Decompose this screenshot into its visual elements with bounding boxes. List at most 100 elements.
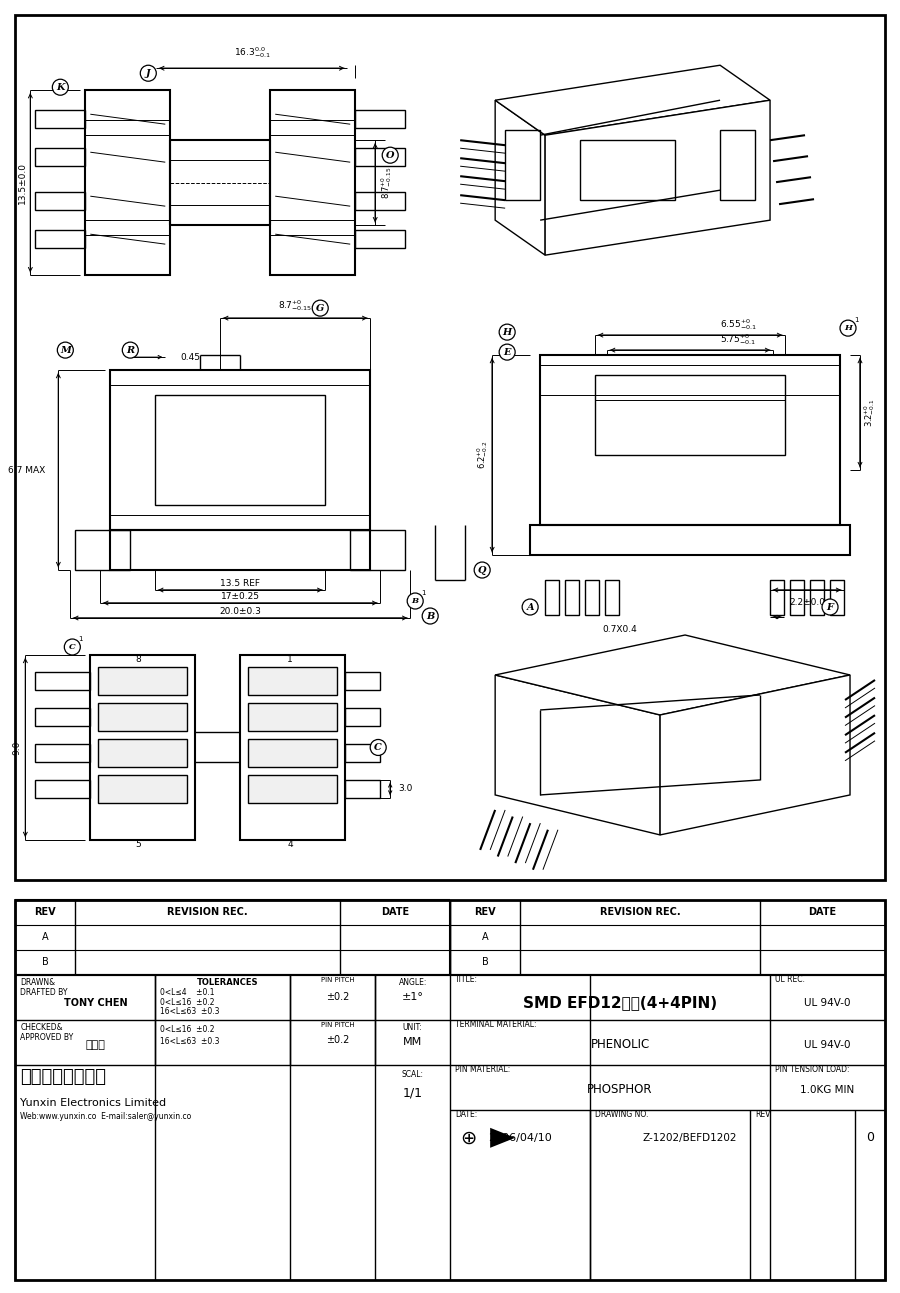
Text: UNIT:: UNIT: [403, 1023, 423, 1032]
Bar [595, 375, 785, 455]
Text: 8: 8 [135, 656, 141, 665]
Text: 1: 1 [421, 590, 426, 596]
Text: 16<L≤63  ±0.3: 16<L≤63 ±0.3 [160, 1037, 220, 1046]
Circle shape [64, 639, 80, 656]
Text: PHOSPHOR: PHOSPHOR [588, 1084, 652, 1096]
Text: 3.2$\mathregular{^{+0}_{-0.1}}$: 3.2$\mathregular{^{+0}_{-0.1}}$ [862, 398, 878, 427]
Bar [240, 656, 346, 840]
Circle shape [422, 608, 438, 625]
Bar [35, 110, 86, 128]
Circle shape [52, 79, 68, 96]
Text: H: H [844, 325, 852, 332]
Circle shape [382, 147, 398, 163]
Bar [585, 581, 599, 615]
Bar [35, 780, 90, 798]
Bar [580, 140, 675, 200]
Bar [35, 743, 90, 762]
Text: UL 94V-0: UL 94V-0 [805, 998, 850, 1007]
Text: A: A [42, 932, 49, 941]
Text: 13.5±0.0: 13.5±0.0 [18, 162, 27, 204]
Text: 6.55$\mathregular{^{+0}_{-0.1}}$: 6.55$\mathregular{^{+0}_{-0.1}}$ [720, 317, 757, 332]
Text: 4: 4 [287, 840, 293, 850]
Text: PIN MATERIAL:: PIN MATERIAL: [455, 1065, 510, 1074]
Bar [540, 356, 840, 525]
Text: 0<L≤16  ±0.2: 0<L≤16 ±0.2 [160, 998, 215, 1007]
Text: ±0.2: ±0.2 [326, 1034, 349, 1045]
Text: 13.5 REF: 13.5 REF [220, 578, 260, 587]
Text: 17±0.25: 17±0.25 [220, 591, 260, 600]
Circle shape [140, 65, 157, 81]
Bar [830, 581, 844, 615]
Text: G: G [316, 304, 324, 313]
Text: APPROVED BY: APPROVED BY [21, 1033, 74, 1042]
Text: 3.0: 3.0 [398, 785, 412, 794]
Circle shape [474, 562, 490, 578]
Text: SCAL:: SCAL: [401, 1071, 424, 1080]
Text: 1/1: 1/1 [402, 1086, 423, 1099]
Bar [545, 581, 559, 615]
Text: A: A [526, 603, 534, 612]
Text: 0<L≤16  ±0.2: 0<L≤16 ±0.2 [160, 1025, 215, 1034]
Text: 1: 1 [78, 636, 83, 643]
Bar [15, 900, 885, 1280]
Bar [86, 91, 170, 275]
Polygon shape [495, 101, 545, 255]
Bar [248, 667, 338, 694]
Bar [505, 131, 540, 200]
Text: 1: 1 [854, 317, 859, 323]
Bar [111, 530, 370, 570]
Bar [346, 743, 380, 762]
Circle shape [407, 593, 423, 609]
Bar [770, 581, 784, 615]
Text: UL 94V-0: UL 94V-0 [805, 1040, 850, 1050]
Text: K: K [56, 83, 65, 92]
Text: 云芯电子有限公司: 云芯电子有限公司 [21, 1068, 106, 1086]
Polygon shape [491, 1127, 515, 1148]
Bar [346, 672, 380, 690]
Text: B: B [411, 597, 418, 605]
Circle shape [370, 740, 386, 755]
Text: PIN TENSION LOAD:: PIN TENSION LOAD: [775, 1065, 850, 1074]
Text: C: C [69, 643, 76, 650]
Bar [35, 709, 90, 725]
Text: ±1°: ±1° [401, 992, 424, 1002]
Bar [156, 396, 325, 506]
Bar [810, 581, 824, 615]
Bar [98, 703, 187, 731]
Text: ANGLE:: ANGLE: [399, 979, 427, 988]
Text: DATE:: DATE: [455, 1111, 477, 1120]
Bar [35, 149, 86, 167]
Text: REVISION REC.: REVISION REC. [599, 906, 680, 917]
Bar [248, 740, 338, 767]
Text: B: B [426, 612, 435, 621]
Text: Web:www.yunxin.co  E-mail:saler@yunxin.co: Web:www.yunxin.co E-mail:saler@yunxin.co [21, 1112, 192, 1121]
Text: B: B [482, 957, 489, 967]
Polygon shape [495, 65, 770, 136]
Text: 5: 5 [135, 840, 141, 850]
Bar [98, 775, 187, 803]
Text: O: O [386, 151, 394, 160]
Bar [98, 667, 187, 694]
Text: PIN PITCH: PIN PITCH [321, 1021, 355, 1028]
Bar [720, 131, 755, 200]
Circle shape [58, 343, 73, 358]
Bar [356, 110, 405, 128]
Text: 5.75$\mathregular{^{+0}_{-0.1}}$: 5.75$\mathregular{^{+0}_{-0.1}}$ [720, 332, 756, 347]
Text: 16<L≤63  ±0.3: 16<L≤63 ±0.3 [160, 1007, 220, 1016]
Text: 16.3$\mathregular{^{0.0}_{-0.1}}$: 16.3$\mathregular{^{0.0}_{-0.1}}$ [234, 45, 271, 61]
Bar [98, 740, 187, 767]
Text: 0.45: 0.45 [180, 353, 201, 362]
Text: PHENOLIC: PHENOLIC [590, 1038, 650, 1051]
Text: DATE: DATE [381, 906, 410, 917]
Circle shape [522, 599, 538, 615]
Bar [356, 230, 405, 248]
Bar [15, 16, 885, 881]
Text: M: M [60, 345, 71, 354]
Bar [605, 581, 619, 615]
Bar [35, 193, 86, 211]
Text: REV: REV [474, 906, 496, 917]
Text: 1: 1 [287, 656, 293, 665]
Text: 0<L≤4    ±0.1: 0<L≤4 ±0.1 [160, 988, 215, 997]
Bar [356, 193, 405, 211]
Text: 6.7 MAX: 6.7 MAX [8, 465, 45, 475]
